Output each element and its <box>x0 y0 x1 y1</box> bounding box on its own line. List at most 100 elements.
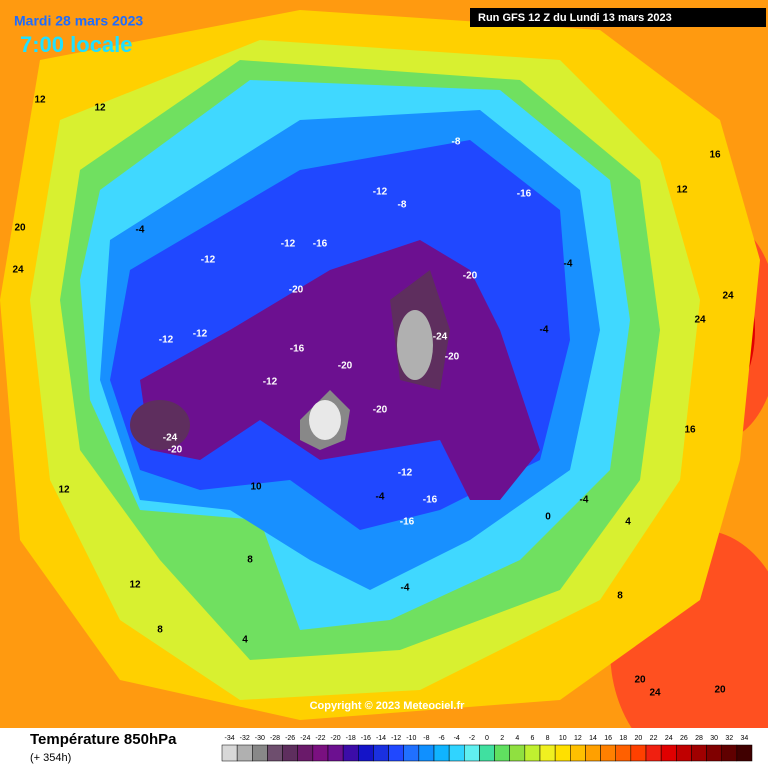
contour-label: -8 <box>398 200 407 211</box>
scale-label: 8 <box>546 735 550 742</box>
scale-label: -28 <box>270 735 280 742</box>
contour-label: -24 <box>163 433 178 444</box>
contour-label: 12 <box>58 485 70 496</box>
scale-swatch <box>691 744 707 762</box>
contour-label: -20 <box>289 285 304 296</box>
scale-swatch <box>736 744 753 762</box>
scale-label: 10 <box>559 735 567 742</box>
scale-swatch <box>373 744 389 762</box>
scale-swatch <box>221 744 238 762</box>
scale-swatch <box>615 744 632 762</box>
scale-swatch <box>433 744 450 762</box>
scale-swatch <box>297 744 314 762</box>
scale-swatch <box>721 744 738 762</box>
contour-label: -12 <box>201 255 216 266</box>
scale-label: 34 <box>741 735 749 742</box>
scale-label: 12 <box>574 735 582 742</box>
forecast-time: 7:00 locale <box>20 32 133 57</box>
scale-label: 22 <box>650 735 658 742</box>
contour-label: -16 <box>290 344 305 355</box>
scale-label: -26 <box>285 735 295 742</box>
contour-label: -16 <box>400 517 415 528</box>
contour-label: 4 <box>242 635 248 646</box>
scale-label: -30 <box>255 735 265 742</box>
scale-swatch <box>600 744 616 762</box>
scale-swatch <box>418 744 435 762</box>
run-info: Run GFS 12 Z du Lundi 13 mars 2023 <box>478 12 672 24</box>
scale-label: 14 <box>589 735 597 742</box>
contour-label: 16 <box>709 150 721 161</box>
contour-label: -20 <box>373 405 388 416</box>
scale-swatch <box>479 744 495 762</box>
contour-label: 4 <box>625 517 631 528</box>
scale-swatch <box>676 744 692 762</box>
scale-label: -32 <box>240 735 250 742</box>
scale-swatch <box>388 744 404 762</box>
contour-label: -4 <box>376 492 385 503</box>
scale-swatch <box>706 744 722 762</box>
contour-label: 0 <box>545 512 551 523</box>
contour-label: -20 <box>338 361 353 372</box>
scale-label: 20 <box>635 735 643 742</box>
scale-swatch <box>539 744 556 762</box>
scale-swatch <box>509 744 526 762</box>
footer-lead: (+ 354h) <box>30 752 71 764</box>
contour-label: 12 <box>94 103 106 114</box>
scale-label: 32 <box>725 735 733 742</box>
scale-label: -14 <box>376 735 386 742</box>
scale-label: 24 <box>665 735 673 742</box>
scale-label: -2 <box>469 735 475 742</box>
scale-swatch <box>403 744 420 762</box>
contour-label: -4 <box>580 495 589 506</box>
scale-swatch <box>236 744 253 762</box>
scale-label: -24 <box>300 735 310 742</box>
scale-swatch <box>585 744 601 762</box>
scale-label: -10 <box>406 735 416 742</box>
scale-swatch <box>645 744 662 762</box>
contour-label: -20 <box>463 271 478 282</box>
contour-label: 12 <box>34 95 46 106</box>
scale-swatch <box>660 744 677 762</box>
scale-label: 18 <box>619 735 627 742</box>
scale-label: 6 <box>530 735 534 742</box>
scale-label: -16 <box>361 735 371 742</box>
scale-label: 0 <box>485 735 489 742</box>
contour-label: 8 <box>157 625 163 636</box>
scale-swatch <box>327 744 344 762</box>
scale-swatch <box>630 744 647 762</box>
scale-swatch <box>494 744 510 762</box>
scale-swatch <box>267 744 283 762</box>
scale-swatch <box>464 744 480 762</box>
scale-label: -34 <box>225 735 235 742</box>
scale-swatch <box>448 744 465 762</box>
scale-label: 30 <box>710 735 718 742</box>
contour-label: 24 <box>12 265 24 276</box>
run-box <box>470 8 766 27</box>
contour-label: -4 <box>401 583 410 594</box>
scale-label: -20 <box>331 735 341 742</box>
contour-label: -12 <box>373 187 388 198</box>
scale-label: 26 <box>680 735 688 742</box>
contour-label: -12 <box>398 468 413 479</box>
scale-swatch <box>342 744 359 762</box>
scale-label: 4 <box>515 735 519 742</box>
scale-swatch <box>358 744 374 762</box>
contour-label: 16 <box>684 425 696 436</box>
contour-label: 24 <box>649 688 661 699</box>
contour-label: -4 <box>136 225 145 236</box>
contour-label: -24 <box>433 332 448 343</box>
contour-label: -16 <box>423 495 438 506</box>
contour-label: -4 <box>540 325 549 336</box>
contour-label: 24 <box>694 315 706 326</box>
contour-label: 20 <box>634 675 646 686</box>
contour-label: 12 <box>676 185 688 196</box>
contour-label: -20 <box>445 352 460 363</box>
scale-label: -6 <box>438 735 444 742</box>
scale-swatch <box>312 744 329 762</box>
scale-label: -8 <box>423 735 429 742</box>
scale-swatch <box>554 744 571 762</box>
contour-label: -16 <box>517 189 532 200</box>
contour-label: 20 <box>714 685 726 696</box>
